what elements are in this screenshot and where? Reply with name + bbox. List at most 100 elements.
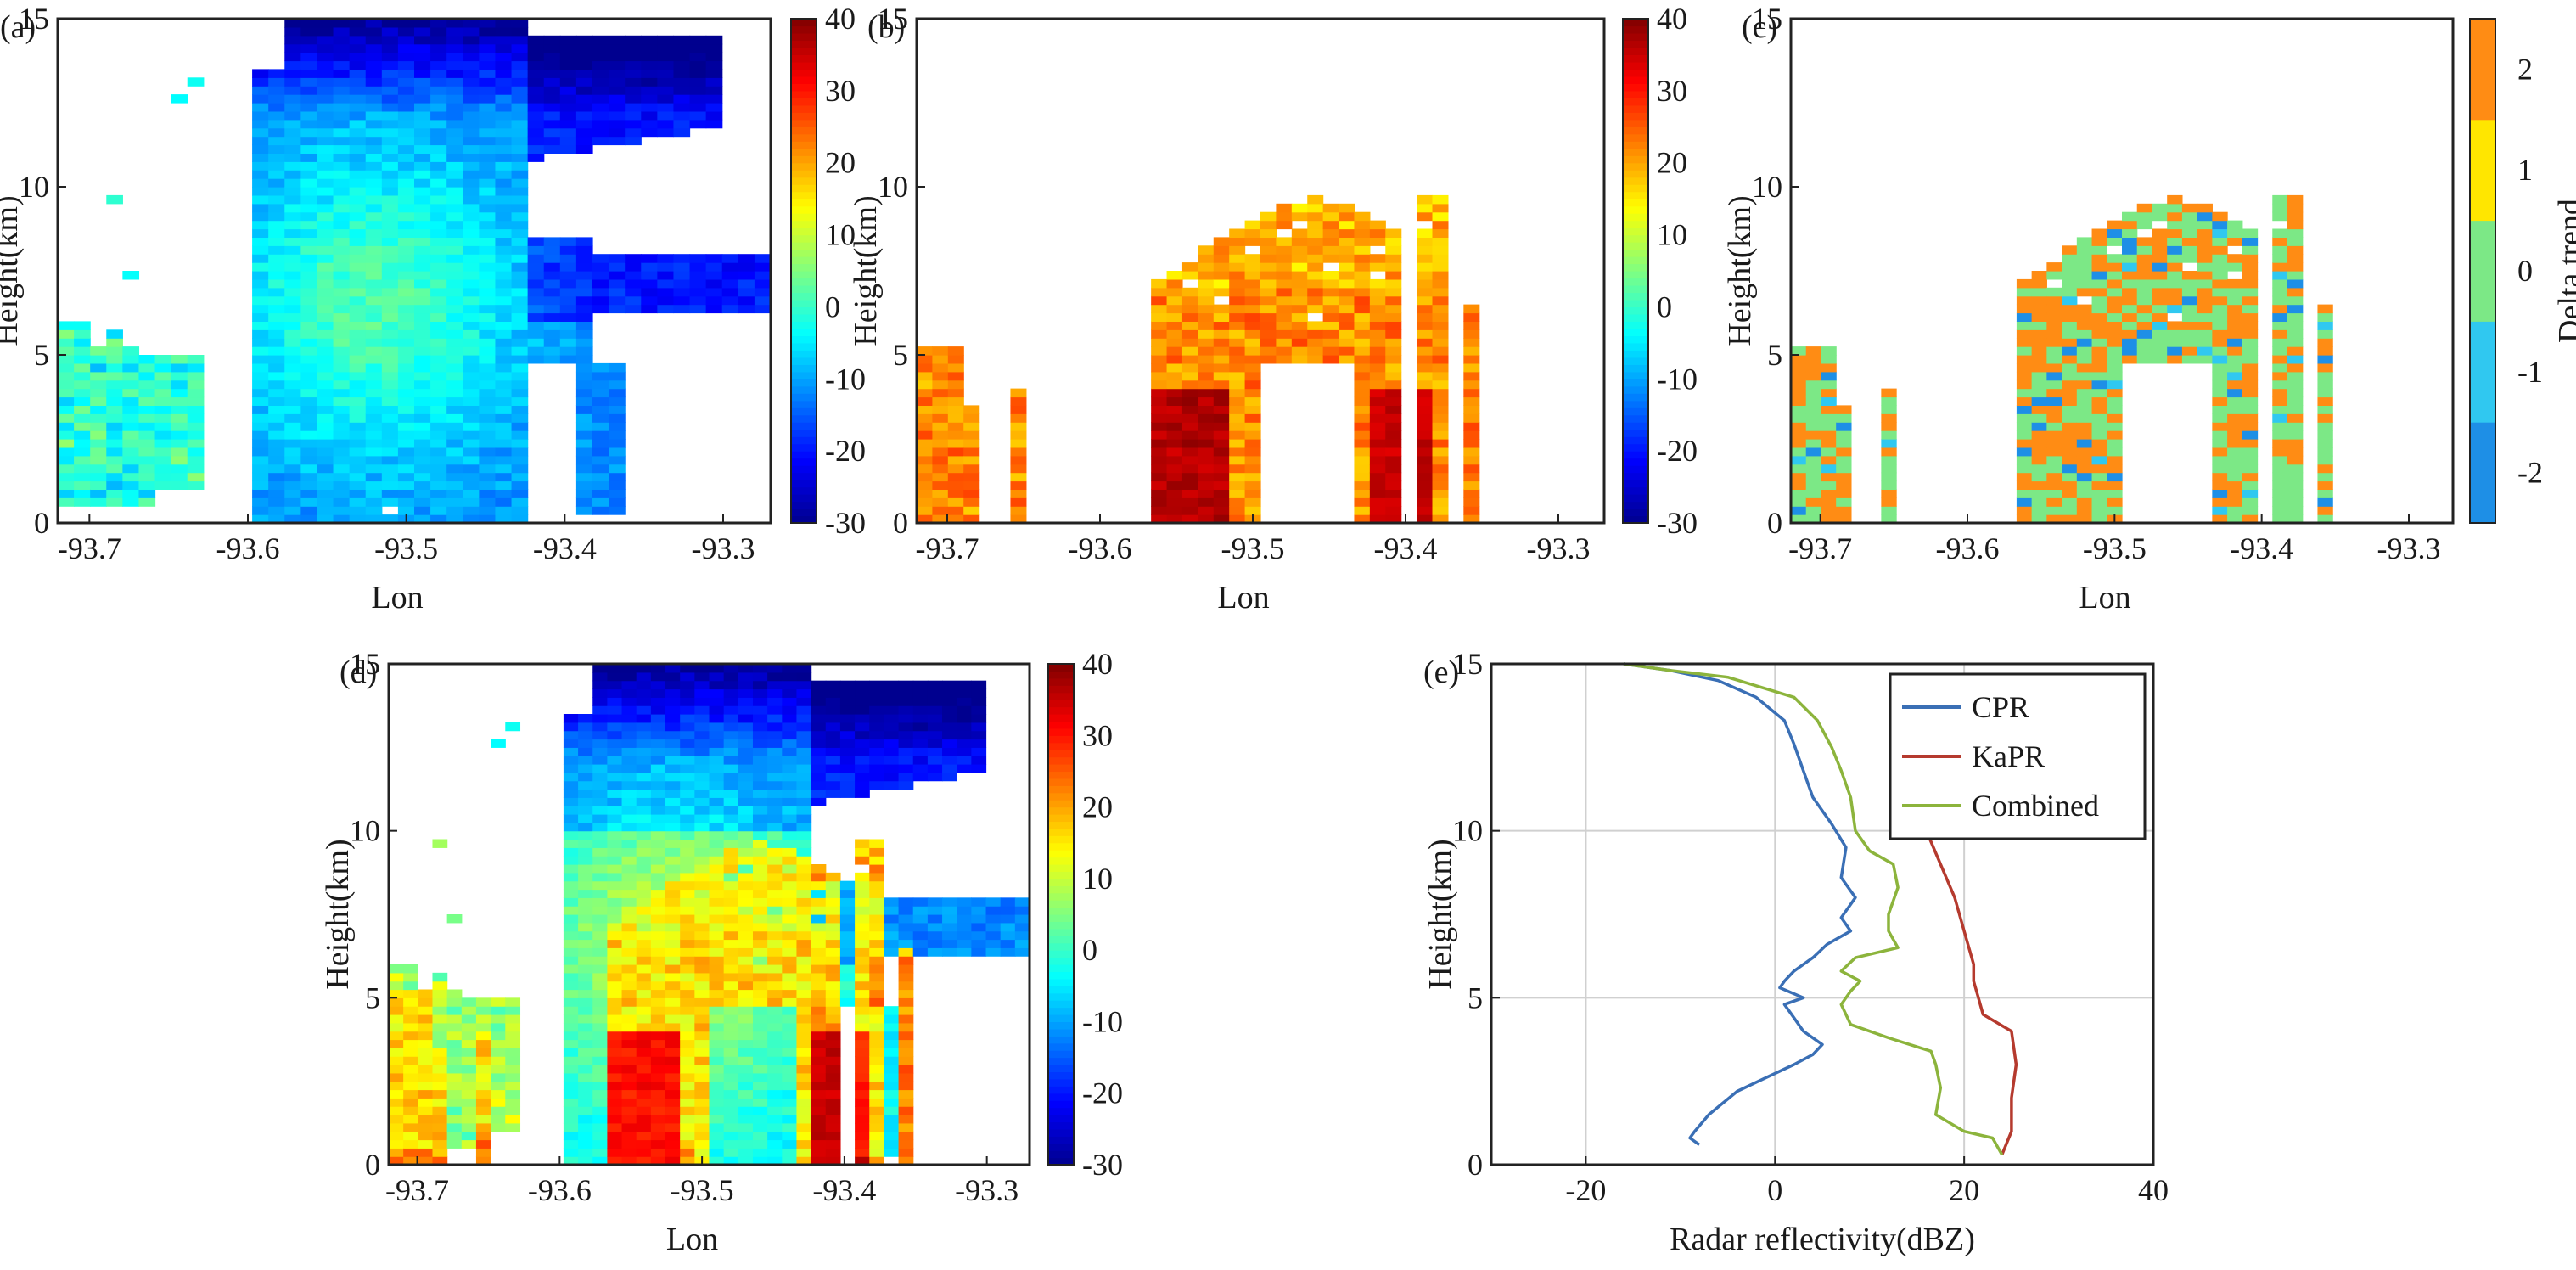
heatmap-cell: [839, 889, 856, 898]
heatmap-cell: [511, 472, 529, 482]
heatmap-cell: [1181, 430, 1198, 440]
colorbar-swatch: [791, 61, 817, 70]
heatmap-cell: [855, 1014, 870, 1024]
heatmap-cell: [1000, 897, 1016, 907]
heatmap-cell: [475, 1048, 491, 1057]
heatmap-cell: [957, 906, 972, 915]
heatmap-cell: [2152, 355, 2168, 364]
heatmap-cell: [446, 86, 463, 95]
heatmap-cell: [738, 1072, 754, 1082]
heatmap-cell: [2152, 228, 2168, 238]
heatmap-cell: [2287, 220, 2304, 230]
heatmap-cell: [106, 439, 123, 448]
heatmap-cell: [782, 839, 798, 848]
heatmap-cell: [607, 680, 623, 690]
heatmap-cell: [2062, 287, 2078, 297]
heatmap-cell: [2212, 278, 2228, 289]
heatmap-cell: [1432, 287, 1449, 297]
heatmap-cell: [869, 739, 885, 748]
heatmap-cell: [349, 228, 367, 238]
axes-frame: [915, 17, 1606, 525]
heatmap-cell: [559, 321, 577, 330]
heatmap-cell: [495, 447, 513, 457]
heatmap-cell: [917, 379, 934, 390]
heatmap-cell: [1417, 312, 1434, 322]
heatmap-cell: [495, 136, 513, 146]
heatmap-cell: [912, 947, 929, 957]
heatmap-cell: [2181, 338, 2198, 347]
heatmap-cell: [884, 739, 900, 748]
heatmap-cell: [709, 1122, 725, 1132]
heatmap-cell: [397, 119, 415, 129]
heatmap-cell: [855, 989, 870, 998]
heatmap-cell: [2122, 211, 2138, 222]
heatmap-cell: [947, 355, 964, 364]
heatmap-cell: [2046, 329, 2062, 339]
heatmap-cell: [563, 939, 579, 948]
colorbar-swatch: [1623, 299, 1648, 308]
heatmap-cell: [2122, 245, 2138, 255]
heatmap-cell: [825, 722, 841, 732]
heatmap-cell: [1385, 321, 1402, 330]
heatmap-cell: [252, 69, 269, 78]
heatmap-cell: [2046, 480, 2062, 490]
heatmap-cell: [403, 1039, 418, 1048]
heatmap-cell: [403, 1131, 418, 1141]
heatmap-cell: [592, 455, 609, 465]
heatmap-cell: [1463, 430, 1480, 440]
heatmap-cell: [397, 86, 415, 95]
heatmap-cell: [752, 839, 768, 848]
colorbar-tick-label: 20: [825, 146, 856, 180]
heatmap-cell: [927, 947, 943, 957]
heatmap-cell: [511, 506, 529, 515]
heatmap-cell: [680, 922, 695, 932]
heatmap-cell: [446, 1122, 463, 1132]
heatmap-cell: [475, 1098, 491, 1107]
heatmap-cell: [2122, 338, 2138, 347]
heatmap-cell: [430, 119, 447, 129]
heatmap-cell: [511, 379, 529, 390]
heatmap-cell: [389, 1065, 404, 1074]
heatmap-cell: [1322, 203, 1339, 213]
heatmap-cell: [2212, 413, 2228, 423]
heatmap-cell: [446, 60, 463, 70]
heatmap-cell: [511, 43, 529, 53]
heatmap-cell: [855, 1048, 870, 1057]
heatmap-cell: [592, 464, 609, 474]
heatmap-cell: [869, 1006, 885, 1015]
heatmap-cell: [333, 43, 351, 53]
heatmap-cell: [782, 797, 798, 806]
heatmap-cell: [680, 1139, 695, 1149]
heatmap-cell: [397, 153, 415, 162]
heatmap-cell: [491, 1106, 506, 1115]
heatmap-cell: [723, 947, 739, 957]
heatmap-cell: [1821, 506, 1837, 515]
heatmap-cell: [898, 1065, 914, 1074]
heatmap-cell: [333, 220, 351, 230]
heatmap-cell: [463, 103, 480, 112]
heatmap-cell: [397, 94, 415, 104]
heatmap-cell: [709, 1048, 725, 1057]
heatmap-cell: [495, 60, 513, 70]
heatmap-cell: [650, 972, 666, 982]
heatmap-cell: [2227, 430, 2243, 440]
heatmap-cell: [479, 295, 497, 306]
heatmap-cell: [284, 94, 301, 104]
heatmap-cell: [767, 839, 783, 848]
heatmap-cell: [1276, 211, 1293, 222]
colorbar-swatch: [791, 278, 817, 286]
heatmap-cell: [543, 278, 561, 289]
heatmap-cell: [2091, 237, 2107, 246]
heatmap-cell: [884, 1031, 900, 1041]
colorbar-swatch: [791, 119, 817, 127]
heatmap-cell: [543, 60, 561, 70]
heatmap-cell: [1322, 254, 1339, 263]
heatmap-cell: [971, 705, 987, 715]
heatmap-cell: [607, 906, 623, 915]
heatmap-cell: [418, 1022, 434, 1032]
heatmap-cell: [825, 680, 841, 690]
heatmap-cell: [782, 1139, 798, 1149]
heatmap-cell: [898, 1139, 914, 1149]
heatmap-cell: [738, 1022, 754, 1032]
heatmap-cell: [1432, 430, 1449, 440]
